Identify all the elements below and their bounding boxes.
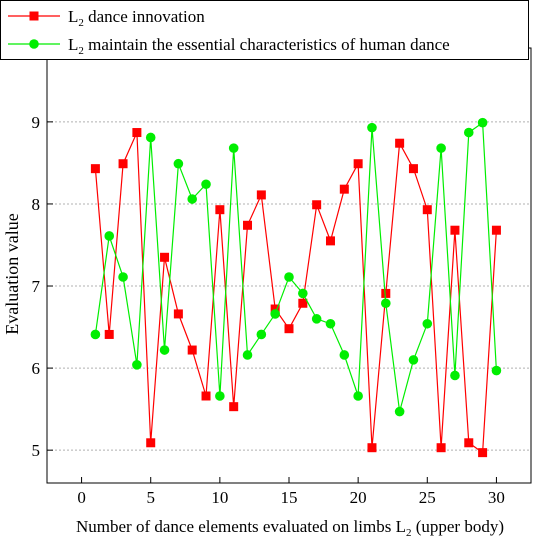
data-point (464, 438, 474, 448)
data-point (394, 406, 405, 417)
data-point (422, 205, 432, 215)
legend: L2 dance innovation L2 maintain the essen… (0, 0, 529, 60)
data-point (422, 318, 433, 329)
y-axis-label: Evaluation value (2, 213, 22, 334)
data-point (491, 365, 502, 376)
data-point (298, 288, 308, 299)
data-point (284, 324, 294, 334)
x-tick-label: 25 (419, 488, 436, 507)
data-point (311, 314, 322, 324)
series-layer (90, 117, 502, 458)
x-tick-label: 5 (146, 488, 155, 507)
data-point (159, 345, 170, 355)
x-tick-label: 30 (488, 488, 505, 507)
data-point (201, 179, 211, 190)
x-tick-label: 15 (281, 488, 298, 507)
data-point (256, 329, 267, 340)
x-axis-label: Number of dance elements evaluated on li… (76, 517, 504, 539)
x-axis-label-main: Number of dance elements evaluated on li… (76, 517, 406, 536)
data-point (450, 370, 460, 381)
x-tick-label: 0 (77, 488, 86, 507)
data-point (104, 231, 115, 241)
data-point (339, 184, 349, 194)
data-point (450, 225, 460, 235)
data-point (90, 329, 101, 340)
data-point (145, 132, 156, 143)
x-tick-label: 20 (350, 488, 367, 507)
data-point (408, 355, 419, 365)
data-point (229, 402, 239, 412)
data-point (436, 143, 446, 153)
data-point (256, 190, 266, 200)
data-point (381, 298, 391, 309)
data-point (173, 309, 183, 319)
data-point (367, 443, 377, 453)
x-axis-label-suffix: (upper body) (411, 517, 504, 536)
data-point (367, 122, 377, 133)
data-point (478, 448, 488, 458)
series-1 (90, 128, 501, 458)
data-point (146, 438, 156, 448)
data-point (90, 164, 100, 174)
data-point (215, 391, 225, 401)
legend-label: L2 dance innovation (68, 7, 205, 29)
data-point (132, 360, 142, 370)
y-tick-label: 9 (32, 113, 41, 132)
legend-item-2: L2 maintain the essential characteristic… (8, 35, 450, 57)
data-point (118, 272, 128, 282)
data-point (201, 391, 211, 401)
data-point (242, 350, 253, 360)
data-point (104, 329, 114, 339)
data-point (463, 127, 474, 138)
data-point (187, 194, 197, 204)
data-point (270, 309, 280, 319)
data-point (173, 158, 184, 169)
y-tick-label: 5 (32, 441, 41, 460)
legend-marker (29, 39, 39, 49)
series-2 (90, 117, 502, 417)
legend-box (0, 0, 529, 60)
x-axis-label-subscript: 2 (406, 527, 412, 539)
data-point (325, 236, 335, 246)
data-point (408, 164, 418, 174)
y-tick-label: 7 (32, 277, 41, 296)
data-point (353, 391, 363, 401)
data-point (228, 143, 239, 153)
data-point (243, 220, 253, 230)
data-point (353, 159, 363, 169)
data-point (339, 350, 350, 360)
x-tick-label: 10 (211, 488, 228, 507)
data-point (187, 345, 197, 355)
series-line (94, 121, 497, 412)
data-point (395, 138, 405, 148)
data-point (491, 225, 501, 235)
data-point (477, 117, 488, 128)
series-line (94, 132, 497, 454)
legend-marker (29, 11, 39, 21)
data-point (270, 304, 280, 314)
legend-item-1: L2 dance innovation (8, 7, 205, 29)
axis-ticks: 5 6 7 8 9 0 5 10 15 20 25 30 (32, 113, 505, 507)
data-point (284, 272, 294, 282)
legend-label: L2 maintain the essential characteristic… (68, 35, 450, 57)
data-point (160, 252, 170, 262)
data-point (132, 128, 142, 138)
y-tick-label: 8 (32, 195, 41, 214)
y-tick-label: 6 (32, 359, 41, 378)
gridlines (47, 121, 531, 451)
data-point (312, 200, 322, 210)
data-point (298, 298, 308, 308)
data-point (215, 205, 225, 215)
data-point (436, 443, 446, 453)
data-point (118, 159, 128, 169)
data-point (381, 288, 391, 298)
data-point (325, 318, 336, 329)
